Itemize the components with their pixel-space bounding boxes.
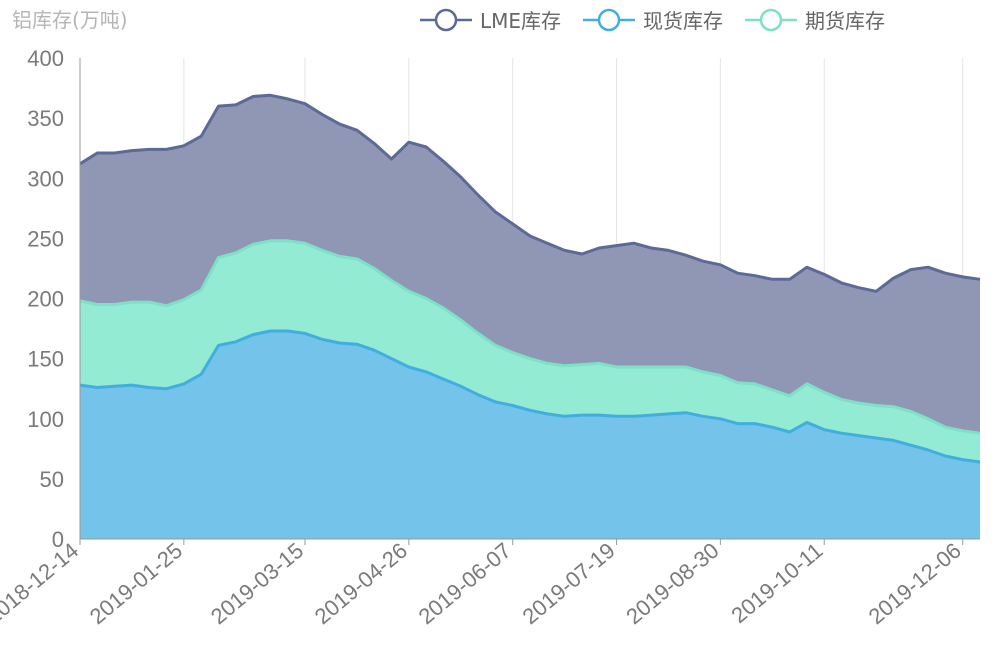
legend-label-futures: 期货库存: [805, 9, 886, 33]
y-tick-label: 100: [27, 407, 64, 432]
legend-swatch-spot: [583, 8, 636, 31]
x-tick-label: 2019-07-19: [517, 538, 619, 629]
y-tick-label: 350: [27, 106, 64, 131]
axes: [79, 58, 980, 540]
y-tick-label: 200: [27, 287, 64, 312]
y-tick-label: 300: [27, 166, 64, 191]
x-tick-label: 2019-12-06: [864, 538, 966, 629]
x-tick-label: 2019-08-30: [621, 538, 723, 629]
x-tick-labels: 2018-12-14 2019-01-25 2019-03-15 2019-04-26…: [0, 538, 966, 629]
legend-item-futures[interactable]: 期货库存: [745, 5, 885, 34]
x-tick-label: 2019-03-15: [206, 538, 308, 629]
y-tick-label: 250: [27, 226, 64, 251]
y-axis-title: 铝库存(万吨): [12, 8, 128, 32]
legend-label-lme: LME库存: [480, 9, 562, 33]
series-area-2: [80, 331, 980, 539]
series-lines: [79, 93, 981, 464]
y-tick-labels: 0 50 100 150 200 250 300 350 400: [27, 46, 64, 552]
y-tick-label: 150: [27, 347, 64, 372]
y-tick-label: 0: [52, 527, 64, 552]
legend: LME库存 现货库存 期货库存: [420, 5, 885, 34]
series-line-1: [79, 239, 981, 435]
series-areas: [80, 95, 980, 540]
series-line-0: [79, 93, 981, 293]
legend-label-spot: 现货库存: [643, 9, 724, 33]
x-tick-label: 2019-10-11: [726, 538, 827, 628]
legend-swatch-futures: [745, 8, 798, 31]
y-tick-label: 400: [27, 46, 64, 71]
x-tick-label: 2019-06-07: [414, 538, 516, 629]
legend-item-spot[interactable]: 现货库存: [583, 5, 723, 34]
legend-swatch-lme: [420, 8, 472, 31]
legend-item-lme[interactable]: LME库存: [420, 5, 561, 34]
x-tick-label: 2018-12-14: [0, 538, 83, 629]
series-line-2: [79, 329, 981, 464]
x-tick-label: 2019-01-25: [85, 538, 187, 629]
y-tick-label: 50: [40, 467, 64, 492]
x-tick-label: 2019-04-26: [310, 538, 412, 629]
